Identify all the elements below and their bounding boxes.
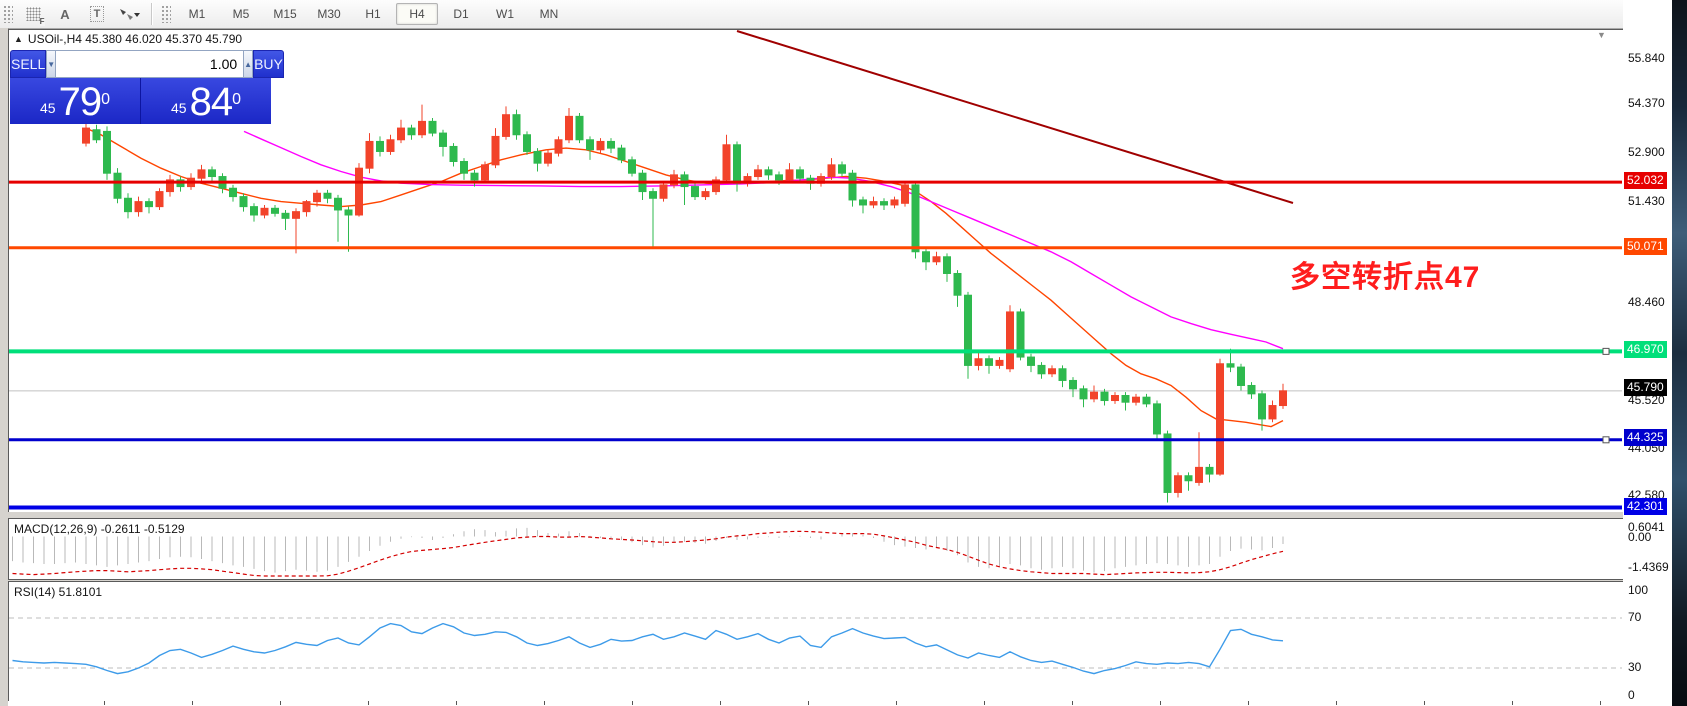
chart-title-text: USOil-,H4 45.380 46.020 45.370 45.790 [27,32,243,46]
tf-button-M30[interactable]: M30 [317,7,341,21]
time-tick [632,701,633,705]
macd-canvas [12,527,1284,577]
sell-price-big: 79 [58,80,102,124]
tf-button-MN[interactable]: MN [539,7,559,21]
axis-tick-100: 100 [1628,583,1649,597]
sell-price-sup: 0 [101,91,110,108]
lot-increase-button[interactable]: ▲ [243,50,254,78]
price-badge-52.032: 52.032 [1624,172,1667,189]
macd-pane[interactable]: MACD(12,26,9) -0.2611 -0.5129 [8,518,1625,580]
rsi-pane[interactable]: RSI(14) 51.8101 [8,581,1625,703]
time-tick [720,701,721,705]
time-tick [1512,701,1513,705]
axis-tick-0: 0 [1628,688,1635,702]
buy-button[interactable]: BUY [253,50,284,78]
indicator-grid-icon[interactable]: F [20,3,46,26]
axis-tick--1.4369: -1.4369 [1628,560,1669,574]
time-tick [280,701,281,705]
axis-tick-48.460: 48.460 [1628,295,1665,309]
sell-price-button[interactable]: 45 79 0 [10,78,141,124]
tf-button-M1[interactable]: M1 [188,7,206,21]
buy-price-sup: 0 [232,91,241,108]
window-right-edge [1672,0,1687,706]
price-badge-44.325: 44.325 [1624,429,1667,446]
time-tick [1160,701,1161,705]
timeframe-group: M1 M5 M15 M30 H1 H4 D1 W1 MN [175,3,571,25]
time-tick [104,701,105,705]
toolbar: F A T M1 M5 M15 M30 H1 H4 D1 W1 MN [0,0,1687,29]
buy-price-big: 84 [189,80,233,124]
sell-button[interactable]: SELL [10,50,47,78]
axis-tick-52.900: 52.900 [1628,145,1665,159]
time-tick [896,701,897,705]
tf-button-W1[interactable]: W1 [496,7,514,21]
price-badge-42.301: 42.301 [1624,498,1667,515]
axis-tick-70: 70 [1628,610,1642,624]
time-tick [368,701,369,705]
tf-button-M15[interactable]: M15 [273,7,297,21]
axis-tick-45.520: 45.520 [1628,393,1665,407]
splitter-main-macd[interactable] [0,512,1687,518]
axis-tick-51.430: 51.430 [1628,194,1665,208]
one-click-trade-panel: SELL ▼ ▲ BUY 45 79 0 45 84 0 [10,50,284,124]
text-box-icon[interactable]: T [84,3,110,25]
lot-size-input[interactable] [56,50,244,78]
arrows-tool-icon[interactable] [116,3,142,25]
tf-button-H4[interactable]: H4 [396,3,438,25]
time-tick [1336,701,1337,705]
time-tick [192,701,193,705]
rsi-label: RSI(14) 51.8101 [14,585,103,599]
text-label-icon[interactable]: A [60,6,70,22]
time-tick [456,701,457,705]
time-tick [1424,701,1425,705]
axis-tick-30: 30 [1628,660,1642,674]
time-tick [984,701,985,705]
chart-annotation-text: 多空转折点47 [1290,261,1481,294]
time-tick [808,701,809,705]
rsi-canvas [9,617,1622,675]
price-badge-50.071: 50.071 [1624,238,1667,255]
tf-button-D1[interactable]: D1 [453,7,469,21]
time-tick [1072,701,1073,705]
timeframe-drag-handle[interactable] [161,5,171,23]
arrows-glyph [120,9,140,20]
chart-shift-marker-icon[interactable]: ▼ [1597,30,1606,40]
price-badge-45.790: 45.790 [1624,379,1667,396]
sell-price-small: 45 [40,100,56,116]
axis-tick-0.00: 0.00 [1628,530,1652,544]
toolbar-separator [151,3,152,25]
price-axis[interactable]: 55.840 54.370 52.900 51.430 48.460 45.520 44.0… [1624,0,1672,706]
lot-decrease-button[interactable]: ▼ [46,50,57,78]
time-tick [1248,701,1249,705]
toolbar-drag-handle[interactable] [3,5,13,23]
buy-price-button[interactable]: 45 84 0 [141,78,271,124]
price-chart-pane[interactable] [8,29,1625,514]
axis-tick-55.840: 55.840 [1628,51,1665,65]
macd-label: MACD(12,26,9) -0.2611 -0.5129 [14,522,185,536]
tf-button-H1[interactable]: H1 [365,7,381,21]
price-badge-46.970: 46.970 [1624,341,1667,358]
chart-title: ▲ USOil-,H4 45.380 46.020 45.370 45.790 [14,32,242,46]
buy-price-small: 45 [171,100,187,116]
chart-arrow-icon: ▲ [14,34,23,44]
price-chart-canvas [9,30,1622,510]
tf-button-M5[interactable]: M5 [232,7,250,21]
axis-tick-0.6041: 0.6041 [1628,520,1665,534]
time-tick [1600,701,1601,705]
time-tick [544,701,545,705]
time-axis-strip[interactable] [8,701,1623,706]
axis-tick-54.370: 54.370 [1628,96,1665,110]
